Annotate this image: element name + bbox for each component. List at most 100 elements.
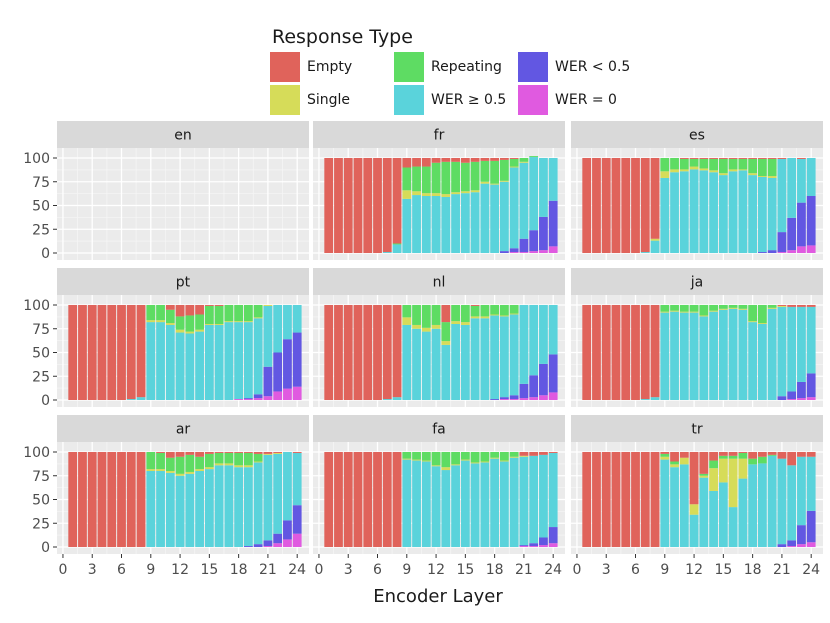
bar-es-layer14-empty [709, 158, 718, 159]
bar-fa-layer13-wer_ge [441, 470, 451, 547]
bar-tr-layer13-single [699, 475, 709, 478]
bar-nl-layer12-repeating [431, 305, 441, 325]
bar-ar-layer15-single [204, 467, 214, 470]
bar-pt-layer14-repeating [195, 314, 204, 330]
x-tick-label: 12 [427, 562, 445, 578]
bar-ar-layer19-wer_lt [244, 546, 253, 547]
x-tick-label: 3 [344, 562, 353, 578]
bar-es-layer18-wer_ge [748, 175, 758, 253]
bar-nl-layer14-wer_ge [451, 324, 460, 400]
bar-fr-layer19-wer_ge [500, 181, 509, 252]
bar-pt-layer17-single [224, 321, 234, 323]
bar-fa-layer24-wer_ge [548, 452, 558, 528]
bar-ja-layer22-wer_lt [787, 391, 797, 400]
bar-ja-layer3-empty [601, 305, 611, 400]
bar-ar-layer10-wer_ge [156, 471, 165, 547]
bar-fr-layer12-single [431, 193, 441, 196]
bar-pt-layer10-repeating [156, 305, 165, 321]
bar-fr-layer22-wer_lt [529, 230, 539, 252]
bar-nl-layer16-empty [470, 305, 480, 306]
bar-nl-layer5-empty [363, 305, 373, 400]
legend-item-single: Single [270, 85, 394, 115]
bar-es-layer19-wer_ge [758, 177, 767, 253]
bar-ja-layer12-single [689, 311, 699, 313]
bar-es-layer20-repeating [767, 158, 777, 177]
bar-pt-layer18-wer_ge [234, 322, 244, 400]
bar-pt-layer12-single [175, 329, 185, 333]
bar-tr-layer22-empty [787, 452, 797, 466]
bar-fr-layer16-wer_ge [470, 192, 480, 253]
bar-ar-layer7-empty [126, 452, 136, 547]
bar-es-layer10-single [670, 169, 679, 173]
bar-ar-layer8-empty [136, 452, 146, 547]
bar-ar-layer1-empty [68, 452, 78, 547]
x-tick-label: 12 [685, 562, 703, 578]
bar-pt-layer19-wer_ge [244, 322, 253, 399]
bar-tr-layer3-empty [601, 452, 611, 547]
bar-nl-layer21-wer0 [519, 398, 529, 400]
bar-ar-layer18-empty [234, 452, 244, 453]
bar-ar-layer22-single [273, 452, 283, 454]
bar-nl-layer24-wer_ge [548, 305, 558, 355]
bar-ja-layer22-wer_ge [787, 306, 797, 392]
legend-swatch-wer-ge [394, 85, 424, 115]
bar-fr-layer14-wer_ge [451, 194, 460, 253]
bar-tr-layer21-wer_lt [777, 544, 787, 547]
bar-ar-layer19-wer_ge [244, 467, 253, 547]
bar-pt-layer23-wer0 [283, 388, 292, 400]
panel-strip-label: en [174, 128, 192, 144]
bar-pt-layer9-wer_ge [146, 322, 156, 400]
bar-es-layer19-repeating [758, 158, 767, 177]
bar-nl-layer21-wer_ge [519, 305, 529, 384]
bar-ja-layer7-empty [640, 305, 650, 400]
bar-fr-layer21-repeating [519, 158, 529, 162]
bar-ja-layer6-empty [631, 305, 640, 400]
bar-fr-layer16-repeating [470, 161, 480, 191]
bar-ar-layer16-wer_ge [214, 465, 224, 547]
bar-nl-layer14-single [451, 321, 460, 324]
bar-fr-layer24-wer_ge [548, 158, 558, 201]
bar-fa-layer16-single [470, 462, 480, 464]
bar-fa-layer16-repeating [470, 452, 480, 463]
bar-tr-layer8-empty [650, 452, 660, 547]
legend-item-empty: Empty [270, 52, 394, 82]
panel-ar: ar 0 25 50 75 100 0 3 6 9 12 15 18 21 24 [23, 415, 309, 578]
bar-es-layer12-empty [689, 158, 699, 159]
bar-pt-layer13-repeating [185, 315, 195, 332]
bar-pt-layer11-repeating [165, 309, 175, 324]
legend-swatch-wer-lt [518, 52, 548, 82]
bar-fr-layer14-single [451, 192, 460, 195]
bar-tr-layer13-empty [699, 452, 709, 474]
bar-fa-layer10-single [412, 459, 421, 461]
bar-fr-layer14-repeating [451, 161, 460, 193]
bar-es-layer17-empty [738, 158, 748, 159]
legend-item-wer0: WER = 0 [518, 85, 648, 115]
bar-pt-layer20-repeating [253, 305, 263, 318]
legend-swatch-empty [270, 52, 300, 82]
bar-fr-layer15-empty [460, 158, 470, 163]
y-tick-label: 25 [32, 222, 50, 238]
bar-fr-layer23-wer_ge [539, 158, 548, 217]
bar-ja-layer17-repeating [738, 305, 748, 309]
bar-pt-layer14-single [195, 329, 204, 332]
panel-strip [313, 121, 565, 148]
bar-pt-layer20-wer_ge [253, 318, 263, 395]
bar-es-layer8-empty [650, 158, 660, 239]
y-tick-label: 25 [32, 369, 50, 385]
bar-ja-layer13-wer_ge [699, 316, 709, 400]
bar-es-layer21-wer0 [777, 252, 787, 253]
bar-ja-layer8-wer_ge [650, 397, 660, 400]
bar-tr-layer15-single [718, 458, 728, 483]
bar-fa-layer17-single [480, 461, 490, 463]
bar-es-layer13-repeating [699, 158, 709, 169]
bar-ar-layer24-wer_ge [292, 452, 302, 506]
bar-fa-layer2-empty [334, 452, 343, 547]
bar-fr-layer7-wer_ge [382, 252, 392, 253]
bar-ar-layer20-wer_ge [253, 462, 263, 545]
panel-strip-label: tr [691, 422, 702, 438]
bar-pt-layer22-wer0 [273, 391, 283, 400]
bar-ar-layer22-wer_ge [273, 453, 283, 534]
bar-fr-layer19-single [500, 180, 509, 182]
bar-nl-layer13-repeating [441, 322, 451, 342]
bar-fr-layer22-repeating [529, 156, 539, 158]
